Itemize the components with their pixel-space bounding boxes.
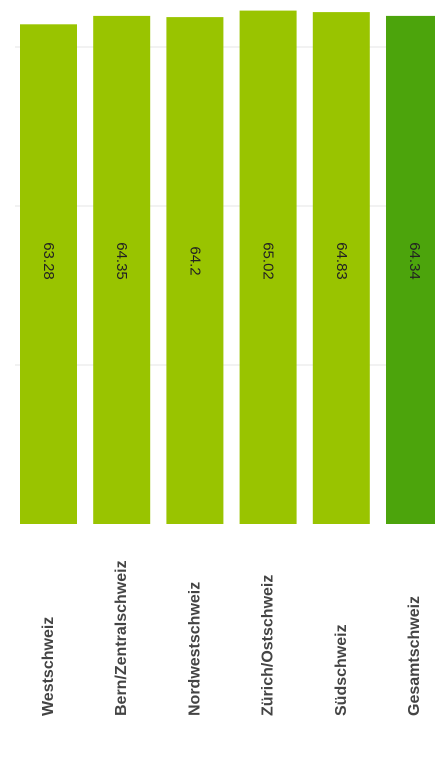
bar-zürich-ostschweiz[interactable] bbox=[239, 10, 297, 525]
value-label: 64.2 bbox=[186, 246, 203, 275]
category-label: Gesamtschweiz bbox=[406, 596, 423, 716]
bar-bern-zentralschweiz[interactable] bbox=[93, 15, 151, 525]
bars bbox=[20, 10, 435, 525]
category-label: Bern/Zentralschweiz bbox=[113, 560, 130, 716]
value-label: 64.35 bbox=[113, 242, 130, 280]
gridlines bbox=[15, 46, 435, 366]
value-label: 63.28 bbox=[40, 242, 57, 280]
bar-westschweiz[interactable] bbox=[20, 24, 77, 525]
category-label: Nordwestschweiz bbox=[186, 582, 203, 716]
value-label: 65.02 bbox=[260, 242, 277, 280]
value-label: 64.34 bbox=[406, 242, 423, 280]
category-label: Südschweiz bbox=[333, 624, 350, 716]
bar-nordwestschweiz[interactable] bbox=[166, 17, 224, 524]
category-label: Westschweiz bbox=[40, 617, 57, 716]
value-label: 64.83 bbox=[333, 242, 350, 280]
category-label: Zürich/Ostschweiz bbox=[260, 575, 277, 716]
value-labels: 63.28 64.35 64.2 65.02 64.83 64.34 bbox=[40, 242, 423, 280]
bar-gesamtschweiz[interactable] bbox=[386, 15, 435, 525]
bar-südschweiz[interactable] bbox=[312, 12, 370, 524]
category-labels: Westschweiz Bern/Zentralschweiz Nordwestsc… bbox=[40, 560, 423, 716]
